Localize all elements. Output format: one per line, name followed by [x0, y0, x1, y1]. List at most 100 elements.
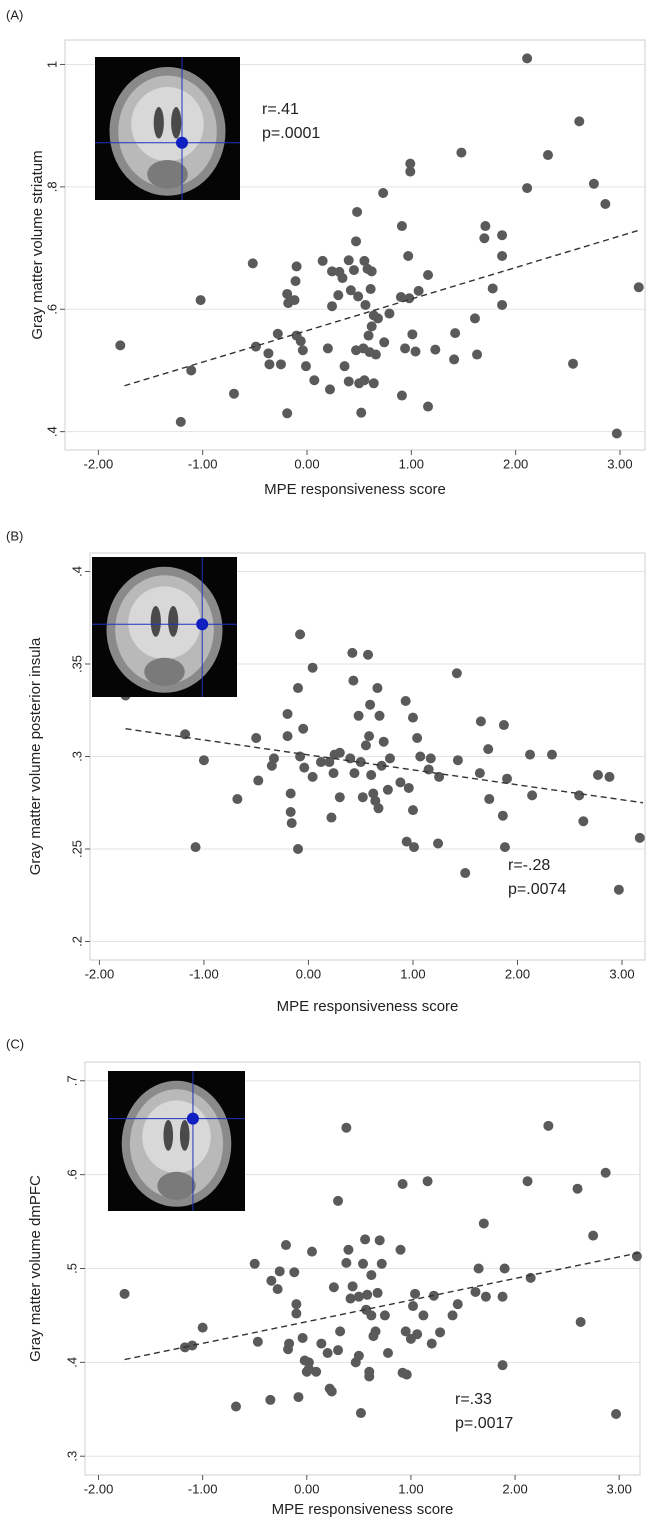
data-point: [407, 329, 417, 339]
data-point: [423, 1176, 433, 1186]
x-tick-label: -1.00: [188, 1481, 218, 1496]
data-point: [573, 1184, 583, 1194]
y-tick-label: .4: [64, 1357, 79, 1368]
data-point: [358, 1259, 368, 1269]
data-point: [353, 291, 363, 301]
data-point: [450, 328, 460, 338]
data-point: [360, 1234, 370, 1244]
x-axis-label: MPE responsiveness score: [272, 1501, 454, 1518]
data-point: [373, 1288, 383, 1298]
data-point: [543, 150, 553, 160]
data-point: [301, 361, 311, 371]
data-point: [333, 1196, 343, 1206]
annotation: r=.41: [262, 101, 299, 118]
data-point: [344, 255, 354, 265]
data-point: [348, 676, 358, 686]
data-point: [304, 1357, 314, 1367]
data-point: [568, 359, 578, 369]
data-point: [354, 1292, 364, 1302]
data-point: [411, 346, 421, 356]
y-tick-label: .35: [69, 655, 84, 673]
data-point: [286, 807, 296, 817]
data-point: [263, 348, 273, 358]
data-point: [299, 763, 309, 773]
data-point: [329, 1282, 339, 1292]
data-point: [311, 1367, 321, 1377]
y-tick-label: .3: [64, 1451, 79, 1462]
x-tick-label: -2.00: [84, 456, 114, 471]
data-point: [335, 792, 345, 802]
data-point: [525, 750, 535, 760]
y-axis-label: Gray matter volume posterior insula: [27, 637, 44, 875]
brain-image: [157, 1172, 195, 1200]
data-point: [293, 844, 303, 854]
data-point: [346, 1294, 356, 1304]
y-tick-label: .7: [64, 1075, 79, 1086]
data-point: [588, 1231, 598, 1241]
data-point: [273, 329, 283, 339]
data-point: [361, 740, 371, 750]
data-point: [470, 313, 480, 323]
data-point: [448, 1310, 458, 1320]
data-point: [380, 1310, 390, 1320]
data-point: [344, 376, 354, 386]
roi-marker: [187, 1113, 199, 1125]
data-point: [326, 813, 336, 823]
data-point: [424, 764, 434, 774]
annotation: p=.0017: [455, 1415, 513, 1432]
data-point: [284, 1339, 294, 1349]
data-point: [364, 331, 374, 341]
data-point: [634, 282, 644, 292]
data-point: [298, 724, 308, 734]
data-point: [499, 720, 509, 730]
data-point: [574, 116, 584, 126]
data-point: [377, 1259, 387, 1269]
data-point: [400, 343, 410, 353]
data-point: [248, 258, 258, 268]
data-point: [325, 384, 335, 394]
brain-image: [144, 658, 185, 686]
data-point: [367, 266, 377, 276]
data-point: [412, 1329, 422, 1339]
data-point: [415, 752, 425, 762]
data-point: [337, 273, 347, 283]
data-point: [287, 818, 297, 828]
data-point: [356, 408, 366, 418]
data-point: [410, 1289, 420, 1299]
data-point: [611, 1409, 621, 1419]
annotation: p=.0074: [508, 881, 566, 898]
panel-label: (C): [6, 1036, 24, 1051]
data-point: [403, 251, 413, 261]
data-point: [298, 1333, 308, 1343]
data-point: [348, 1281, 358, 1291]
data-point: [371, 1326, 381, 1336]
figure: .4.6.81-2.00-1.000.001.002.003.00r=.41p=…: [0, 0, 659, 1522]
data-point: [635, 833, 645, 843]
brain-image: [142, 1100, 211, 1173]
x-tick-label: 3.00: [609, 966, 634, 981]
x-tick-label: 1.00: [400, 966, 425, 981]
x-tick-label: 1.00: [399, 456, 424, 471]
data-point: [352, 207, 362, 217]
x-tick-label: 2.00: [505, 966, 530, 981]
data-point: [308, 663, 318, 673]
data-point: [354, 1351, 364, 1361]
data-point: [402, 1370, 412, 1380]
brain-image: [163, 1120, 173, 1151]
data-point: [423, 270, 433, 280]
data-point: [269, 753, 279, 763]
x-tick-label: 2.00: [502, 1481, 527, 1496]
data-point: [359, 375, 369, 385]
data-point: [433, 838, 443, 848]
data-point: [498, 1360, 508, 1370]
x-tick-label: 0.00: [294, 456, 319, 471]
data-point: [435, 1327, 445, 1337]
data-point: [604, 772, 614, 782]
data-point: [385, 753, 395, 763]
brain-image: [128, 586, 201, 659]
data-point: [372, 683, 382, 693]
data-point: [364, 1371, 374, 1381]
data-point: [273, 1284, 283, 1294]
data-point: [318, 256, 328, 266]
data-point: [296, 336, 306, 346]
